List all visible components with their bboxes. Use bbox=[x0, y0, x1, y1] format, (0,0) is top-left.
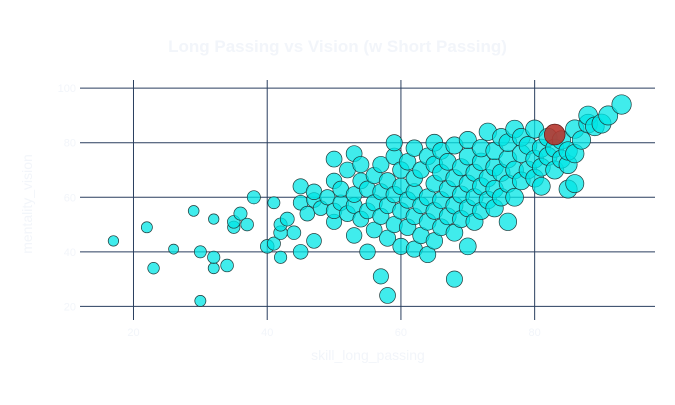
data-point[interactable] bbox=[458, 131, 477, 149]
x-axis-label: skill_long_passing bbox=[311, 347, 425, 363]
data-point[interactable] bbox=[107, 235, 120, 247]
data-point[interactable] bbox=[445, 270, 463, 288]
chart-title: Long Passing vs Vision (w Short Passing) bbox=[168, 37, 507, 56]
data-point[interactable] bbox=[532, 177, 551, 196]
data-point[interactable] bbox=[372, 268, 389, 285]
data-point[interactable] bbox=[345, 227, 363, 244]
data-point[interactable] bbox=[279, 211, 295, 227]
data-point[interactable] bbox=[292, 244, 309, 260]
data-point[interactable] bbox=[207, 250, 221, 264]
data-point[interactable] bbox=[571, 130, 592, 150]
data-point[interactable] bbox=[193, 245, 207, 259]
data-point[interactable] bbox=[274, 250, 288, 264]
data-point[interactable] bbox=[419, 246, 437, 264]
data-point[interactable] bbox=[147, 262, 160, 275]
data-point[interactable] bbox=[168, 243, 179, 255]
points-layer bbox=[107, 94, 632, 307]
x-tick-label: 80 bbox=[529, 327, 541, 339]
data-point[interactable] bbox=[405, 139, 423, 157]
data-point[interactable] bbox=[385, 134, 403, 152]
data-point[interactable] bbox=[505, 188, 524, 207]
data-point[interactable] bbox=[379, 229, 397, 247]
data-point[interactable] bbox=[379, 287, 396, 304]
data-point[interactable] bbox=[359, 243, 376, 260]
data-point[interactable] bbox=[306, 233, 322, 249]
data-point[interactable] bbox=[246, 190, 261, 205]
data-point[interactable] bbox=[498, 212, 518, 231]
data-point[interactable] bbox=[233, 206, 248, 221]
data-point[interactable] bbox=[286, 225, 302, 240]
data-point[interactable] bbox=[267, 196, 281, 210]
y-tick-label: 80 bbox=[64, 138, 76, 150]
y-axis-label: mentality_vision bbox=[19, 154, 35, 254]
y-tick-label: 20 bbox=[64, 301, 76, 313]
x-tick-label: 20 bbox=[127, 327, 139, 339]
data-point[interactable] bbox=[220, 258, 234, 273]
highlighted-point[interactable] bbox=[543, 123, 566, 146]
data-point[interactable] bbox=[325, 150, 343, 168]
data-point[interactable] bbox=[459, 237, 477, 256]
ticks-layer: 20 40 60 80 20 40 60 80 100 bbox=[58, 83, 541, 339]
data-point[interactable] bbox=[207, 262, 220, 275]
data-point[interactable] bbox=[140, 221, 153, 234]
y-tick-label: 100 bbox=[58, 83, 76, 95]
data-point[interactable] bbox=[266, 236, 281, 251]
data-point[interactable] bbox=[240, 217, 254, 232]
x-tick-label: 60 bbox=[395, 327, 407, 339]
data-point[interactable] bbox=[598, 105, 619, 126]
data-point[interactable] bbox=[194, 294, 207, 307]
data-point[interactable] bbox=[365, 221, 383, 239]
data-point[interactable] bbox=[352, 156, 370, 174]
x-tick-label: 40 bbox=[261, 327, 273, 339]
data-point[interactable] bbox=[565, 174, 585, 194]
y-tick-label: 60 bbox=[64, 192, 76, 204]
data-point[interactable] bbox=[208, 213, 220, 225]
data-point[interactable] bbox=[611, 94, 632, 115]
data-point[interactable] bbox=[187, 205, 200, 217]
y-tick-label: 40 bbox=[64, 247, 76, 259]
data-point[interactable] bbox=[372, 156, 390, 174]
data-point[interactable] bbox=[299, 205, 316, 222]
